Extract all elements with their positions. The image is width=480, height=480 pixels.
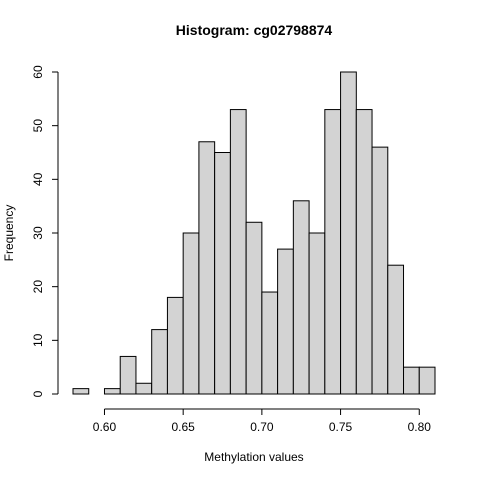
x-axis: 0.60 0.65 0.70 0.75 0.80 — [93, 408, 432, 434]
histogram-bars — [72, 71, 436, 395]
x-tick-label: 0.75 — [329, 420, 353, 434]
histogram-bar — [135, 382, 153, 395]
x-tick-label: 0.70 — [250, 420, 274, 434]
histogram-bar — [308, 232, 326, 395]
chart-title: Histogram: cg02798874 — [176, 22, 333, 38]
histogram-bar — [245, 221, 263, 395]
y-tick-label: 40 — [31, 172, 45, 186]
histogram-bar — [151, 329, 168, 395]
x-axis-label: Methylation values — [204, 450, 303, 464]
histogram-bar — [182, 232, 200, 395]
y-axis-label: Frequency — [2, 205, 16, 262]
histogram-bar — [229, 109, 247, 395]
x-tick-label: 0.65 — [171, 420, 195, 434]
x-tick-label: 0.60 — [93, 420, 117, 434]
histogram-bar — [387, 264, 405, 395]
histogram-bar — [340, 71, 357, 395]
histogram-bar — [324, 109, 342, 395]
histogram-bar — [371, 146, 389, 395]
histogram-bar — [355, 109, 373, 395]
histogram-bar — [214, 152, 231, 395]
y-tick-label: 0 — [31, 390, 45, 397]
histogram-bar — [198, 141, 216, 395]
y-tick-label: 50 — [31, 119, 45, 133]
x-tick-label: 0.80 — [408, 420, 432, 434]
histogram-bar — [166, 296, 184, 395]
y-axis: 0 10 20 30 40 50 60 — [31, 65, 59, 397]
y-tick-label: 10 — [31, 333, 45, 347]
histogram-bar — [418, 366, 436, 395]
y-tick-label: 30 — [31, 226, 45, 240]
histogram-bar — [72, 388, 90, 395]
histogram-bar — [292, 200, 310, 395]
histogram-bar — [403, 366, 420, 395]
histogram-bar — [119, 355, 137, 395]
y-tick-label: 20 — [31, 280, 45, 294]
histogram-bar — [103, 388, 121, 395]
y-tick-label: 60 — [31, 65, 45, 79]
histogram-bar — [277, 248, 294, 395]
histogram-bar — [261, 291, 279, 395]
